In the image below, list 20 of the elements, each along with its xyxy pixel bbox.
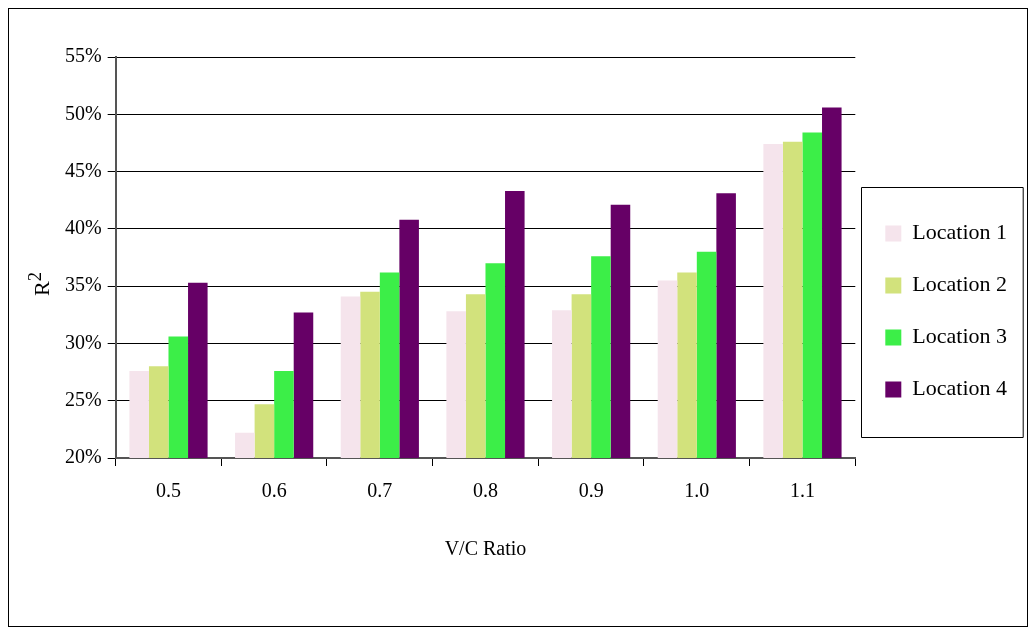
x-tick-label: 1.1 — [789, 479, 815, 502]
legend-label: Location 4 — [912, 375, 1008, 401]
y-tick-label: 20% — [64, 445, 102, 468]
x-tick-label: 0.7 — [367, 479, 393, 502]
x-tick-label: 0.6 — [261, 479, 287, 502]
legend-label: Location 3 — [912, 323, 1008, 349]
legend-label: Location 1 — [912, 219, 1008, 245]
x-axis-title: V/C Ratio — [444, 537, 527, 560]
y-tick-label: 25% — [64, 387, 102, 410]
y-tick-label: 40% — [64, 216, 102, 239]
y-tick-label: 50% — [64, 101, 102, 124]
y-tick-label: 35% — [64, 273, 102, 296]
x-tick-label: 1.0 — [684, 479, 710, 502]
x-tick-label: 0.9 — [578, 479, 604, 502]
y-tick-label: 45% — [64, 158, 102, 181]
y-tick-label: 30% — [64, 330, 102, 353]
y-tick-label: 55% — [64, 44, 102, 67]
x-tick-label: 0.8 — [472, 479, 498, 502]
x-tick-label: 0.5 — [155, 479, 181, 502]
legend-label: Location 2 — [912, 271, 1008, 297]
